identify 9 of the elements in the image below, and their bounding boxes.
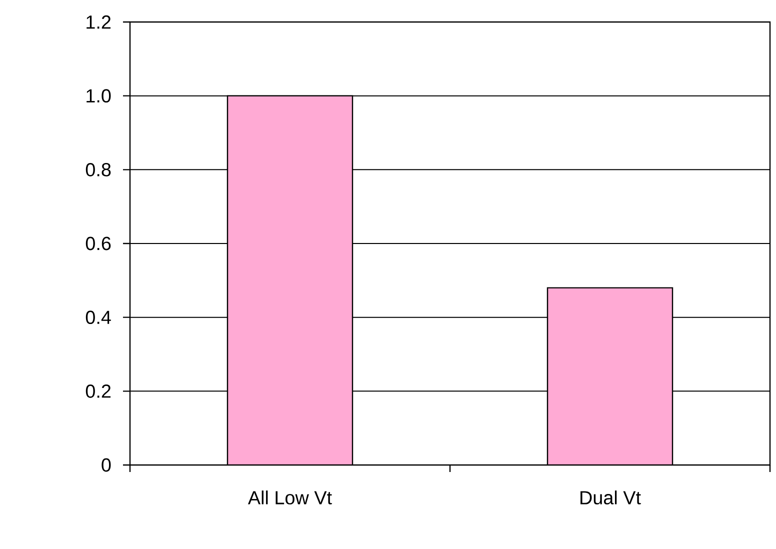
y-tick-label: 0 [102,458,111,472]
y-tick-label: 0.2 [86,384,111,398]
y-tick-label: 1.0 [86,89,111,103]
y-tick-label: 0.8 [86,162,111,176]
y-tick-label: 0.6 [86,236,111,250]
y-tick-label: 1.2 [86,15,111,29]
x-tick-label: Dual Vt [580,490,641,504]
y-tick-label: 0.4 [86,310,111,324]
x-tick-label: All Low Vt [248,490,332,504]
